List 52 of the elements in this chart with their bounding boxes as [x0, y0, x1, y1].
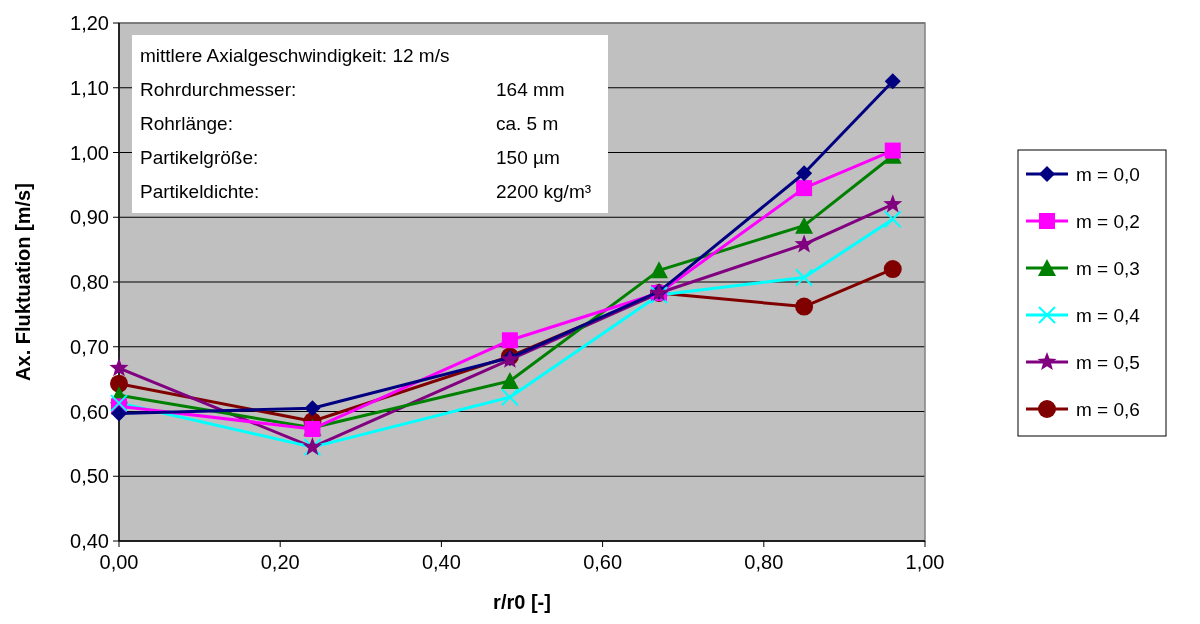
- point: [883, 194, 903, 213]
- x-tick-label: 0,40: [421, 551, 461, 573]
- point: [110, 394, 128, 413]
- legend-label: m = 0,4: [1076, 304, 1141, 326]
- y-tick-label: 1,00: [70, 141, 109, 164]
- y-tick-label: 0,40: [70, 530, 109, 552]
- point: [111, 405, 127, 422]
- y-tick-label: 0,50: [70, 465, 109, 488]
- point: [796, 180, 813, 197]
- point: [500, 372, 519, 390]
- legend-label: m = 0,5: [1076, 351, 1140, 373]
- point: [795, 297, 814, 316]
- annotation: mittlere Axialgeschwindigkeit: 12 m/s: [140, 45, 450, 66]
- x-tick-label: 0,20: [260, 551, 300, 573]
- x-tick-label: 1,00: [905, 551, 945, 573]
- legend-label: m = 0,3: [1076, 257, 1140, 279]
- y-tick-label: 0,90: [70, 206, 109, 229]
- annotation: Rohrdurchmesser:: [140, 79, 297, 100]
- annotation: Partikelgröße:: [140, 147, 259, 168]
- annotation: 2200 kg/m³: [496, 181, 592, 202]
- point: [794, 234, 814, 253]
- annotation: Partikeldichte:: [140, 181, 260, 202]
- y-axis-title: Ax. Fluktuation [m/s]: [12, 183, 34, 381]
- y-tick-label: 0,80: [70, 271, 109, 293]
- point: [304, 400, 321, 417]
- point: [883, 210, 902, 229]
- point: [884, 73, 901, 90]
- annotation: 164 mm: [496, 79, 565, 100]
- legend-label: m = 0,2: [1076, 210, 1140, 232]
- y-tick-label: 0,70: [70, 335, 109, 358]
- x-tick-label: 0,80: [744, 551, 784, 573]
- point: [795, 216, 814, 234]
- point: [109, 358, 129, 377]
- point: [884, 142, 901, 159]
- y-tick-label: 0,60: [70, 400, 109, 423]
- x-axis-title: r/r0 [-]: [493, 591, 551, 613]
- y-tick-label: 1,10: [70, 76, 109, 99]
- legend-label: m = 0,0: [1076, 163, 1140, 185]
- x-tick-label: 0,00: [99, 551, 139, 573]
- point: [110, 374, 128, 393]
- legend-label: m = 0,6: [1076, 398, 1140, 420]
- point: [796, 165, 813, 182]
- y-tick-label: 1,20: [70, 12, 109, 34]
- point: [795, 268, 814, 287]
- point: [500, 388, 519, 407]
- point: [501, 332, 518, 349]
- annotation: 150 µm: [496, 147, 560, 168]
- annotation: Rohrlänge:: [140, 113, 233, 134]
- annotation: ca. 5 m: [496, 113, 559, 134]
- x-tick-label: 0,60: [583, 551, 623, 573]
- point: [883, 260, 902, 279]
- point: [650, 261, 669, 279]
